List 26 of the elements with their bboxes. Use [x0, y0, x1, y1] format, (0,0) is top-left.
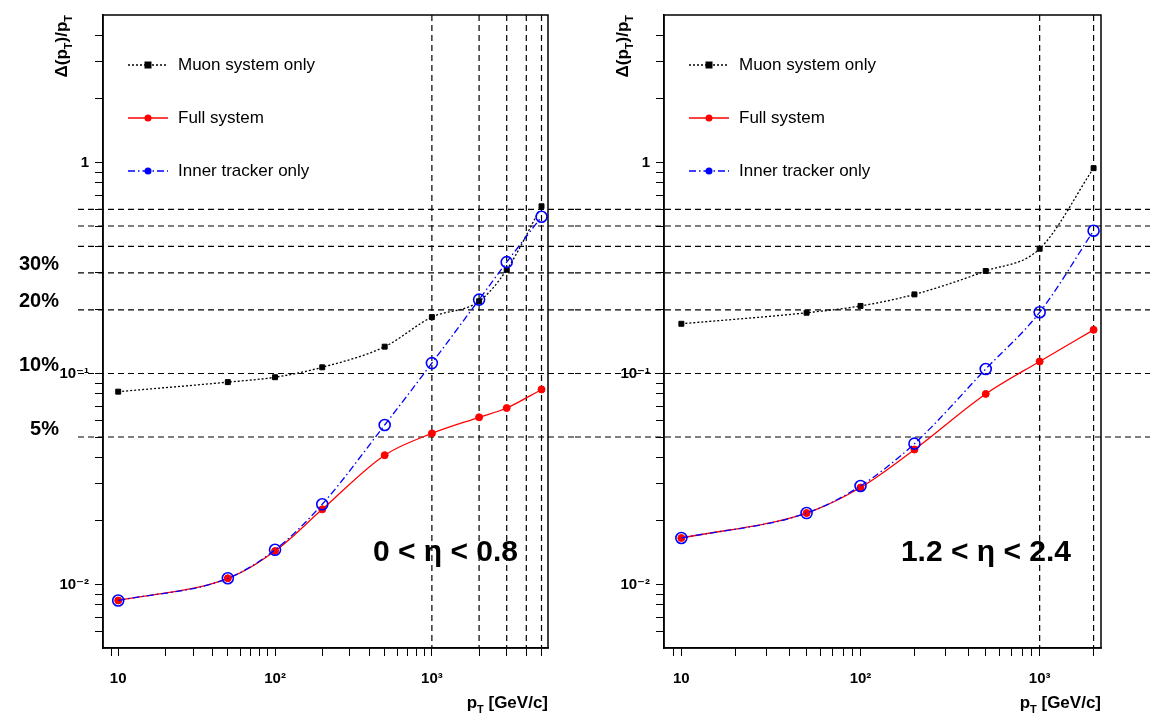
legend-label: Full system [178, 107, 264, 127]
x-tick-label: 10³ [421, 669, 443, 687]
ref-line-label: 20% [18, 289, 60, 312]
legend-label: Inner tracker only [739, 160, 871, 180]
ref-line-label: 5% [30, 416, 60, 439]
y-tick-label: 1 [641, 152, 650, 170]
y-tick-label: 1 [80, 152, 89, 170]
x-tick-label: 10³ [1028, 669, 1051, 687]
y-tick-label: 10⁻¹ [620, 363, 650, 381]
x-tick-label: 10² [264, 669, 286, 687]
legend-label: Inner tracker only [178, 160, 310, 180]
y-axis-title: Δ(pT)/pT [52, 14, 75, 78]
legend-label: Full system [739, 107, 825, 127]
x-tick-label: 10 [109, 669, 127, 687]
ref-line-label: 30% [18, 252, 60, 275]
y-tick-label: 10⁻¹ [59, 363, 89, 381]
ref-line-label: 10% [18, 353, 60, 375]
annotation: 0 < η < 0.8 [372, 534, 518, 568]
legend-label: Muon system only [739, 54, 877, 74]
y-axis-title: Δ(pT)/pT [613, 14, 636, 78]
legend-label: Muon system only [178, 54, 316, 74]
x-tick-label: 10 [673, 669, 690, 687]
annotation: 1.2 < η < 2.4 [900, 534, 1072, 568]
y-tick-label: 10⁻² [59, 574, 89, 592]
x-tick-label: 10² [849, 669, 872, 687]
y-tick-label: 10⁻² [620, 574, 650, 592]
